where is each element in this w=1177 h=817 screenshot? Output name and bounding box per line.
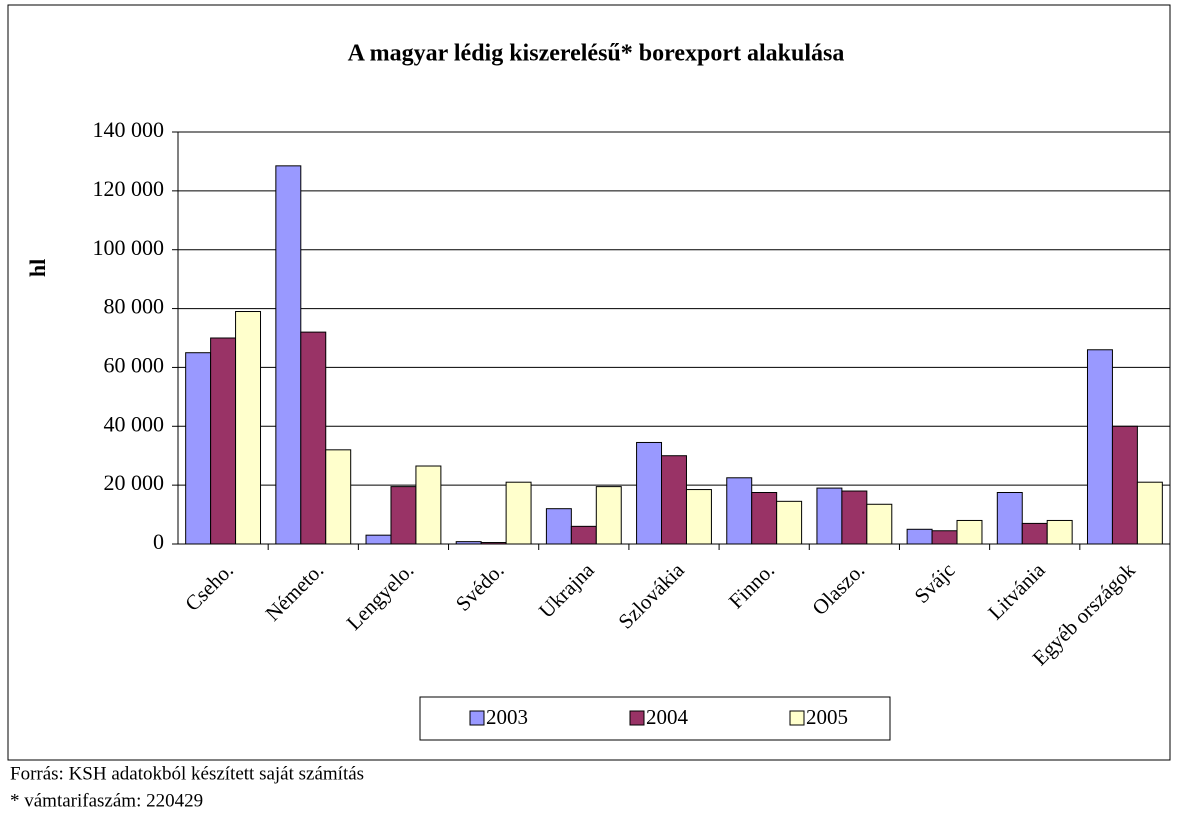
y-tick-label: 60 000 [104, 352, 165, 377]
legend-label: 2005 [806, 705, 848, 729]
y-tick-label: 0 [153, 529, 164, 554]
bar [300, 331, 327, 545]
y-tick-label: 100 000 [93, 235, 165, 260]
legend-swatch [789, 710, 805, 726]
chart-title: A magyar lédig kiszerelésű* borexport al… [348, 41, 845, 67]
source-note: Forrás: KSH adatokból készített saját sz… [10, 763, 364, 784]
bar [570, 525, 597, 545]
bar [726, 477, 753, 545]
bar [866, 503, 893, 545]
bar [1111, 425, 1138, 545]
legend-label: 2003 [486, 705, 528, 729]
chart-frame [7, 4, 1171, 761]
bar [415, 465, 442, 545]
bar [906, 528, 933, 545]
bar [185, 352, 212, 545]
legend-swatch [629, 710, 645, 726]
bar [996, 492, 1023, 545]
bar [751, 492, 778, 545]
bar [545, 508, 572, 545]
bar [210, 337, 237, 545]
bar [595, 486, 622, 545]
y-tick-label: 80 000 [104, 294, 165, 319]
bar [956, 519, 983, 545]
bar [505, 481, 532, 545]
bar [816, 487, 843, 545]
bar [390, 486, 417, 545]
bar [1021, 522, 1048, 545]
y-tick-label: 40 000 [104, 411, 165, 436]
legend-swatch [469, 710, 485, 726]
bar [235, 311, 262, 545]
y-tick-label: 20 000 [104, 470, 165, 495]
bar [1086, 349, 1113, 545]
bar [931, 530, 958, 545]
bar [325, 449, 352, 545]
y-tick-label: 140 000 [93, 117, 165, 142]
bar [365, 534, 392, 545]
bar [776, 500, 803, 545]
y-axis-label: hl [25, 259, 50, 277]
bar [275, 165, 302, 545]
bar [685, 489, 712, 545]
y-tick-label: 120 000 [93, 176, 165, 201]
legend-label: 2004 [646, 705, 689, 729]
footnote: * vámtarifaszám: 220429 [10, 790, 203, 811]
legend-box [419, 696, 891, 741]
bar [841, 490, 868, 545]
bar [661, 455, 687, 545]
bar [1046, 519, 1073, 545]
bar [1136, 481, 1163, 545]
bar [636, 441, 663, 545]
